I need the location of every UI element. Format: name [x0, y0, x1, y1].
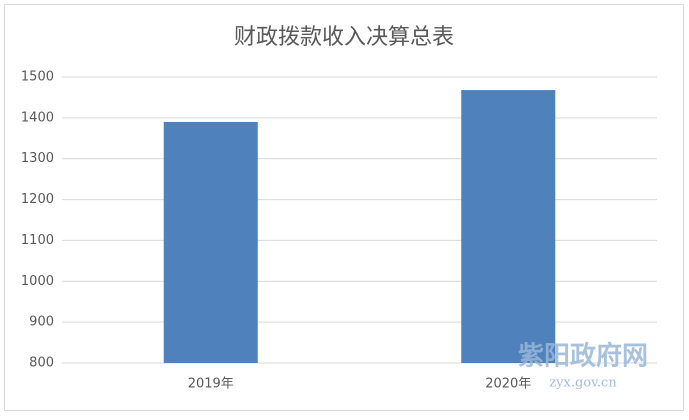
y-tick-label: 1200	[21, 192, 54, 207]
y-tick-label: 1500	[21, 70, 54, 85]
x-tick-label: 2019年	[188, 377, 234, 392]
y-tick-label: 1400	[21, 110, 54, 125]
y-tick-label: 800	[29, 356, 54, 371]
bar	[461, 90, 556, 364]
chart-title: 财政拨款收入决算总表	[234, 25, 454, 50]
watermark-site: 紫阳政府网	[518, 341, 648, 372]
y-tick-label: 1300	[21, 151, 54, 166]
watermark-url: zyx.gov.cn	[549, 376, 617, 391]
chart-frame	[4, 4, 684, 411]
x-tick-label: 2020年	[485, 377, 531, 392]
y-tick-label: 900	[29, 315, 54, 330]
y-tick-label: 1100	[21, 233, 54, 248]
y-tick-label: 1000	[21, 274, 54, 289]
bar	[163, 121, 258, 363]
